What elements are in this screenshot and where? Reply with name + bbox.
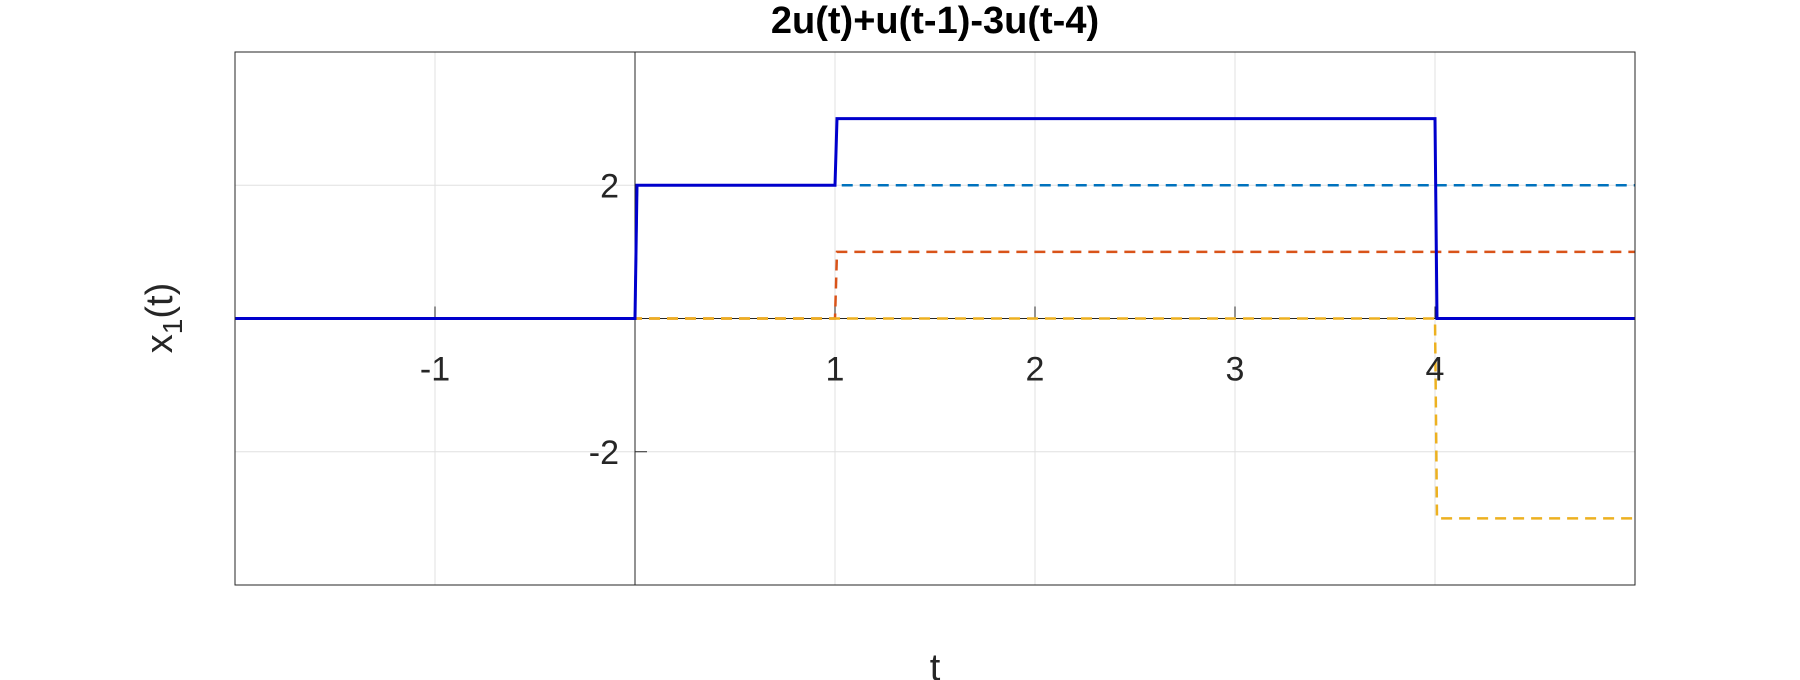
plot-frame [234,51,1636,586]
y-axis-label-subscript: 1 [157,319,188,335]
chart-title: 2u(t)+u(t-1)-3u(t-4) [771,0,1099,42]
series-line-1 [235,117,1635,320]
series-layer [235,117,1635,520]
x-tick-label: -1 [420,351,450,389]
series-line-4 [235,317,1635,520]
y-tick-label: -2 [589,434,619,472]
y-tick-label: 2 [600,167,619,205]
y-axis-label-base: x [139,334,181,353]
x-axis-label: t [930,647,941,680]
x-tick-label: 2 [1026,351,1045,389]
series-line-3 [235,250,1635,320]
x-tick-label: 4 [1426,351,1445,389]
x-tick-label: 1 [826,351,845,389]
x-tick-label: 3 [1226,351,1245,389]
tick-labels: -1 1 2 3 4 -2 2 [420,167,1445,472]
y-axis-label: x1(t) [139,283,188,353]
y-axis-label-suffix: (t) [139,283,181,319]
